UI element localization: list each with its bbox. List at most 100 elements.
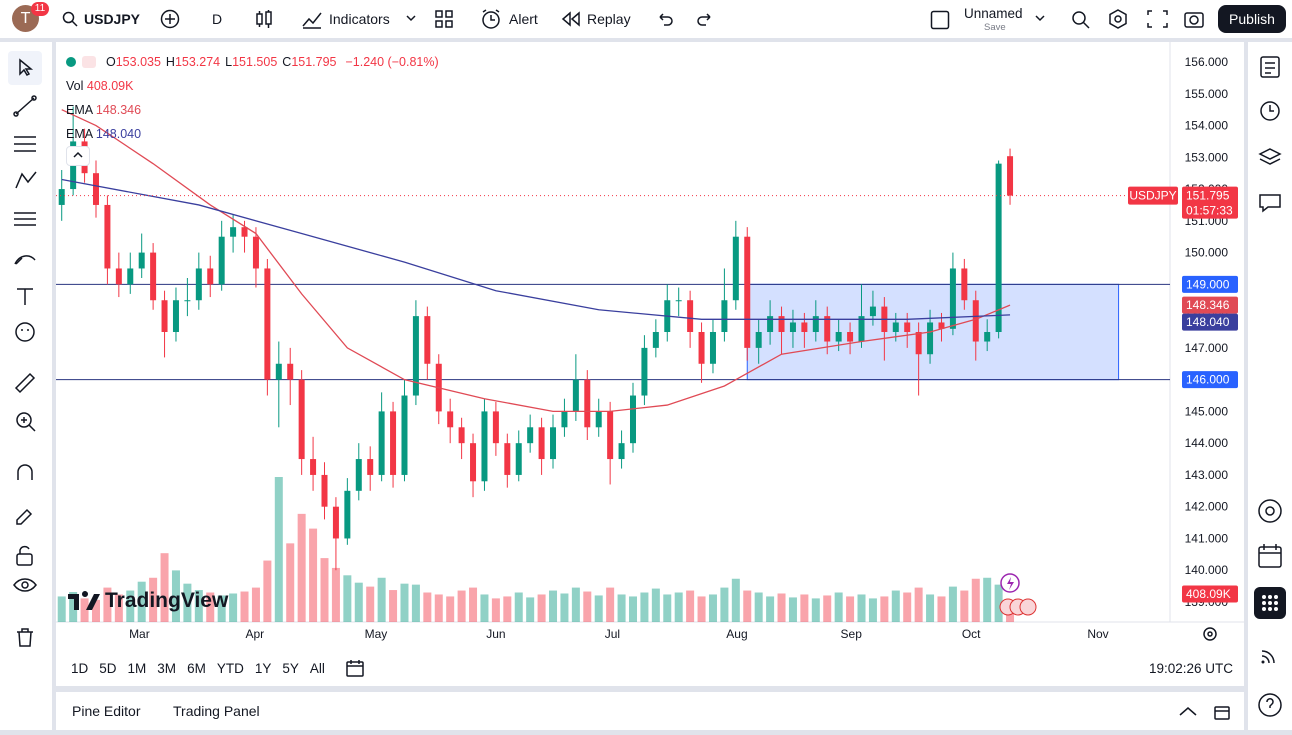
volume-bar <box>766 596 775 622</box>
chart[interactable]: 156.000155.000154.000153.000152.000151.0… <box>56 42 1244 654</box>
volume-bar <box>343 575 352 622</box>
right-toolbar <box>1248 42 1292 730</box>
replay-icon[interactable] <box>561 11 581 27</box>
layout-name[interactable]: Unnamed <box>964 6 1023 21</box>
indicators-button[interactable]: Indicators <box>329 11 390 27</box>
collapse-button[interactable] <box>66 146 90 166</box>
volume-bar <box>320 558 329 622</box>
volume-bar <box>103 587 112 622</box>
range-buttons: 1D 5D 1M 3M 6M YTD 1Y 5Y All <box>71 660 336 678</box>
candle-body <box>835 332 842 342</box>
drawing-tools[interactable] <box>0 42 52 730</box>
candle-body <box>515 443 522 475</box>
chevron[interactable] <box>1035 14 1045 22</box>
add-symbol[interactable] <box>160 9 180 29</box>
volume-bar <box>126 590 135 622</box>
range-button[interactable]: All <box>309 661 325 676</box>
candle-body <box>321 474 328 507</box>
volume-bar <box>377 577 386 622</box>
settings-icon[interactable] <box>1203 627 1217 641</box>
range-button[interactable]: 3M <box>157 661 177 676</box>
volume-bar <box>354 582 363 622</box>
volume-bar <box>948 586 957 622</box>
volume-bar <box>469 587 478 622</box>
range-button[interactable]: 1M <box>127 661 147 676</box>
y-tick-label: 155.000 <box>1185 87 1229 101</box>
range-button[interactable]: 5D <box>99 661 117 676</box>
header-icons[interactable] <box>1070 8 1210 30</box>
candle-body <box>150 252 157 301</box>
volume-bar <box>560 593 569 622</box>
level-tag <box>1182 371 1238 389</box>
x-tick-label: Aug <box>726 627 747 641</box>
volume-bar <box>206 592 215 622</box>
interval[interactable]: D <box>212 11 223 27</box>
ema-tag <box>1182 296 1238 314</box>
volume-bar <box>994 584 1003 622</box>
panel-controls[interactable] <box>1178 704 1238 720</box>
indicators-icon[interactable] <box>301 9 323 29</box>
ema-tag <box>1182 313 1238 331</box>
replay-button[interactable]: Replay <box>587 11 631 27</box>
candle-body <box>172 300 179 332</box>
volume-bar <box>400 583 409 622</box>
candle-body <box>264 268 271 380</box>
tab[interactable]: Pine Editor <box>72 703 141 719</box>
ema-line <box>61 178 1011 320</box>
range-button[interactable]: YTD <box>216 661 244 676</box>
volume-bar <box>149 577 158 622</box>
save-label[interactable]: Save <box>984 22 1006 33</box>
candle-body <box>595 411 602 428</box>
candle-body <box>378 411 385 475</box>
alert-icon[interactable] <box>480 8 502 30</box>
volume-bar <box>434 594 443 622</box>
candle-body <box>58 189 65 205</box>
volume-bar <box>788 597 797 622</box>
candle-body <box>481 411 488 482</box>
volume-bar <box>914 587 923 622</box>
volume-bar <box>617 594 626 622</box>
bottom-panel: Pine Editor Trading Panel <box>56 692 1244 730</box>
volume-bar <box>697 596 706 622</box>
change: −1.240 (−0.81%) <box>345 55 439 69</box>
candle-body <box>801 322 808 332</box>
chevron[interactable] <box>406 14 416 22</box>
candle-body <box>778 316 785 332</box>
layouts-icon[interactable] <box>435 10 453 28</box>
candle-body <box>732 236 739 301</box>
search-icon[interactable] <box>62 11 78 27</box>
range-button[interactable]: 1Y <box>254 661 272 676</box>
undo-redo[interactable] <box>656 11 716 27</box>
range-button[interactable]: 6M <box>187 661 206 676</box>
volume-value: 408.09K <box>86 79 134 93</box>
symbol[interactable]: USDJPY <box>84 11 141 27</box>
volume-name: Vol <box>66 79 84 93</box>
ema-value: 148.040 <box>95 127 142 141</box>
tab[interactable]: Trading Panel <box>173 703 260 719</box>
candle-body <box>138 252 145 269</box>
y-tick-label: 156.000 <box>1185 55 1229 69</box>
widget-icons[interactable] <box>1248 42 1292 730</box>
x-tick-label: Apr <box>245 627 264 641</box>
alert-button[interactable]: Alert <box>509 11 538 27</box>
candle-body <box>561 411 568 428</box>
ema-line <box>61 109 1011 413</box>
volume-bar <box>971 578 980 622</box>
y-tick-label: 145.000 <box>1185 404 1229 418</box>
candle-body <box>858 316 865 342</box>
candle-body <box>892 322 899 332</box>
publish-button[interactable]: Publish <box>1218 5 1286 33</box>
volume-bar <box>834 592 843 622</box>
candle-body <box>767 316 774 332</box>
range-button[interactable]: 1D <box>71 661 89 676</box>
layout-icon[interactable] <box>930 10 950 30</box>
ohlc-label: C <box>282 55 292 69</box>
volume-bar <box>731 578 740 622</box>
event-icons <box>999 573 1037 616</box>
volume-tag-label: 408.09K <box>1186 587 1231 601</box>
range-button[interactable]: 5Y <box>282 661 299 676</box>
candle-body <box>241 227 248 237</box>
y-tick-label: 154.000 <box>1185 119 1229 133</box>
chart-type[interactable] <box>255 9 273 29</box>
date-range-icon[interactable] <box>345 659 365 679</box>
